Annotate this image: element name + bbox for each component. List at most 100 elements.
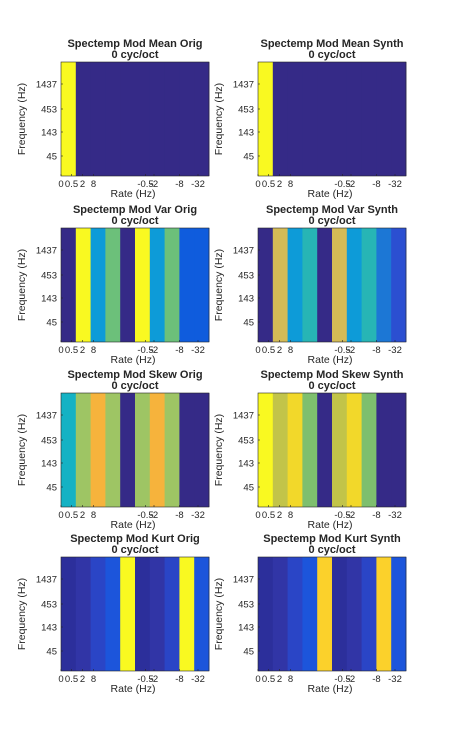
panel-subtitle: 0 cyc/oct xyxy=(111,544,158,556)
heatmap-cell xyxy=(361,557,377,671)
x-tick-label: 2 xyxy=(80,345,85,356)
heatmap-cell xyxy=(302,393,318,507)
y-tick-label: 45 xyxy=(243,647,254,658)
heatmap-cell xyxy=(149,228,165,342)
heatmap-cell xyxy=(179,557,195,671)
panel-subtitle: 0 cyc/oct xyxy=(111,215,158,227)
heatmap-cell xyxy=(194,62,210,176)
x-tick-label: -32 xyxy=(388,674,402,685)
heatmap-cell xyxy=(272,557,288,671)
x-tick-label: 0 xyxy=(255,674,260,685)
heatmap-cell xyxy=(258,62,274,176)
y-tick-label: 1437 xyxy=(233,575,254,586)
heatmap-cell xyxy=(376,228,392,342)
x-tick-label: -8 xyxy=(175,179,183,190)
heatmap-cell xyxy=(287,62,303,176)
x-tick-label: -32 xyxy=(191,345,205,356)
y-tick-label: 1437 xyxy=(36,411,57,422)
heatmap-cell xyxy=(179,393,195,507)
heatmap-cell xyxy=(75,393,91,507)
x-tick-label: 0 xyxy=(58,179,63,190)
x-axis-label: Rate (Hz) xyxy=(111,188,156,200)
heatmap-cell xyxy=(75,228,91,342)
x-axis-label: Rate (Hz) xyxy=(308,683,353,695)
panel-title: Spectemp Mod Kurt Orig xyxy=(70,533,200,545)
x-tick-label: -2 xyxy=(347,510,355,521)
panel-title: Spectemp Mod Kurt Synth xyxy=(263,533,401,545)
y-axis-label: Frequency (Hz) xyxy=(16,249,28,321)
x-axis-label: Rate (Hz) xyxy=(111,354,156,366)
heatmap-cell xyxy=(164,62,180,176)
heatmap-cell xyxy=(61,393,77,507)
x-axis-label: Rate (Hz) xyxy=(308,519,353,531)
x-tick-label: -0.5 xyxy=(334,345,350,356)
x-tick-label: 0.5 xyxy=(262,510,275,521)
y-tick-label: 143 xyxy=(41,623,57,634)
y-tick-label: 453 xyxy=(41,105,57,116)
axes-box xyxy=(257,392,407,508)
y-tick-label: 45 xyxy=(46,483,57,494)
x-tick-label: 0.5 xyxy=(65,510,78,521)
x-tick-label: -8 xyxy=(372,510,380,521)
x-tick-label: -2 xyxy=(150,674,158,685)
heatmap-cell xyxy=(272,393,288,507)
x-tick-label: -32 xyxy=(191,179,205,190)
axes-box xyxy=(60,392,210,508)
heatmap-cell xyxy=(164,393,180,507)
heatmap-cell xyxy=(361,393,377,507)
heatmap-cell xyxy=(346,557,362,671)
axes-box xyxy=(257,227,407,343)
heatmap-cell xyxy=(302,62,318,176)
y-tick-label: 45 xyxy=(243,318,254,329)
panel-title: Spectemp Mod Mean Orig xyxy=(67,38,202,50)
x-tick-label: 2 xyxy=(277,510,282,521)
y-tick-label: 453 xyxy=(41,600,57,611)
heatmap-cell xyxy=(164,557,180,671)
heatmap-cell xyxy=(194,557,210,671)
heatmap-cell xyxy=(105,62,121,176)
heatmap-cell xyxy=(61,62,77,176)
heatmap-cell xyxy=(90,557,106,671)
y-tick-label: 143 xyxy=(41,294,57,305)
x-tick-label: 0 xyxy=(58,510,63,521)
heatmap-cell xyxy=(332,228,348,342)
heatmap-cell xyxy=(105,557,121,671)
y-tick-label: 143 xyxy=(238,128,254,139)
x-tick-label: -8 xyxy=(372,179,380,190)
heatmap-cell xyxy=(391,557,407,671)
y-tick-label: 1437 xyxy=(36,575,57,586)
x-tick-label: 0.5 xyxy=(262,674,275,685)
heatmap-cell xyxy=(105,393,121,507)
heatmap-cell xyxy=(61,228,77,342)
y-axis-label: Frequency (Hz) xyxy=(213,83,225,155)
y-tick-label: 1437 xyxy=(233,246,254,257)
heatmap-cell xyxy=(391,228,407,342)
y-tick-label: 143 xyxy=(41,128,57,139)
heatmap-cell xyxy=(135,393,151,507)
x-tick-label: 0.5 xyxy=(65,179,78,190)
y-axis-label: Frequency (Hz) xyxy=(16,578,28,650)
heatmap-cell xyxy=(194,228,210,342)
x-tick-label: 8 xyxy=(91,674,96,685)
y-axis-label: Frequency (Hz) xyxy=(16,83,28,155)
x-tick-label: -0.5 xyxy=(137,345,153,356)
panel-title: Spectemp Mod Mean Synth xyxy=(260,38,403,50)
x-tick-label: -32 xyxy=(191,674,205,685)
panel-subtitle: 0 cyc/oct xyxy=(308,544,355,556)
heatmap-cell xyxy=(346,62,362,176)
x-tick-label: -0.5 xyxy=(137,179,153,190)
x-tick-label: 2 xyxy=(80,674,85,685)
y-tick-label: 1437 xyxy=(36,80,57,91)
heatmap-cell xyxy=(272,228,288,342)
heatmap-cell xyxy=(317,393,333,507)
x-tick-label: -8 xyxy=(372,345,380,356)
heatmap-cell xyxy=(302,228,318,342)
y-tick-label: 453 xyxy=(238,105,254,116)
heatmap-cell xyxy=(317,557,333,671)
